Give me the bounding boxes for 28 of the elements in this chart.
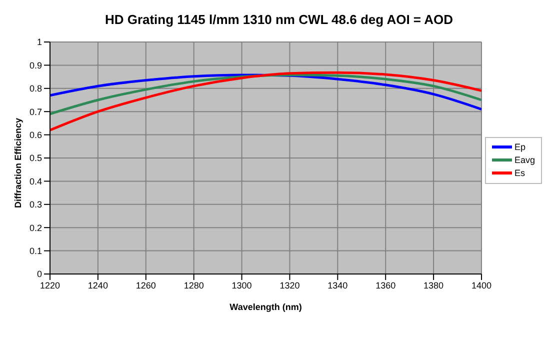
x-tick-label: 1320 (280, 280, 300, 290)
line-series (50, 71, 482, 132)
x-axis-title: Wavelength (nm) (230, 302, 302, 312)
legend-label: Ep (513, 140, 526, 154)
y-tick-label: 0.1 (29, 246, 42, 256)
x-tick-label: 1400 (471, 280, 492, 290)
x-tick-label: 1360 (376, 280, 396, 290)
y-axis-title: Diffraction Efficiency (13, 118, 24, 208)
legend-label: Eavg (513, 154, 535, 166)
y-tick-label: 0.8 (29, 84, 42, 94)
y-tick-label: 0.6 (29, 130, 42, 140)
y-tick-label: 0.3 (29, 200, 42, 210)
y-tick-label: 0.2 (29, 222, 42, 233)
x-tick-label: 1240 (88, 280, 108, 290)
y-tick-label: 0.4 (29, 176, 42, 186)
y-tick-label: 1 (36, 37, 42, 48)
chart-title: HD Grating 1145 l/mm 1310 nm CWL 48.6 deg AOI = AOD (104, 12, 454, 27)
x-tick-label: 1340 (328, 280, 348, 290)
y-tick-label: 0.9 (29, 60, 42, 70)
x-tick-label: 1300 (232, 280, 252, 290)
y-tick-label: 0 (36, 269, 42, 280)
x-tick-label: 1280 (184, 280, 204, 290)
x-tick-label: 1220 (40, 280, 60, 290)
legend-label: Es (513, 166, 526, 180)
y-tick-label: 0.5 (29, 153, 42, 164)
x-tick-label: 1380 (424, 280, 444, 290)
x-tick-label: 1260 (136, 280, 156, 290)
y-tick-label: 0.7 (29, 106, 42, 117)
